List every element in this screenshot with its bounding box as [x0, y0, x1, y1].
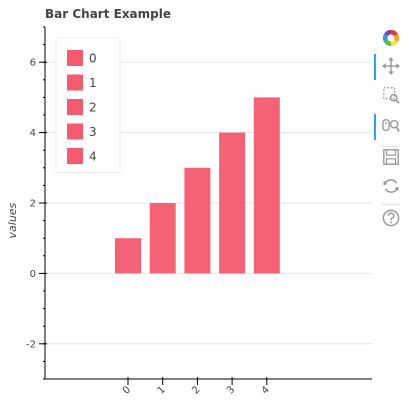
- bar: [115, 238, 141, 274]
- legend-label: 3: [89, 125, 97, 139]
- toolbar-divider: [381, 204, 401, 205]
- box-zoom-icon: [383, 87, 400, 104]
- x-tick-label: 1: [156, 384, 168, 396]
- reset-tool-button[interactable]: [376, 174, 406, 200]
- reset-icon: [383, 179, 399, 193]
- legend-swatch: [67, 123, 83, 140]
- legend-label: 0: [89, 52, 97, 66]
- x-tick-label: 0: [121, 384, 133, 396]
- legend-swatch: [67, 99, 83, 115]
- x-tick-label: 4: [260, 384, 272, 396]
- help-tool-button[interactable]: [376, 206, 406, 232]
- bar: [219, 132, 246, 274]
- pan-tool-button[interactable]: [374, 54, 406, 80]
- legend: 0 1 2 3 4: [55, 37, 121, 173]
- bars: [115, 97, 280, 274]
- bar-chart: 6 4 2 0 -2 values 0 1 2 3 4 0 1 2 3 4: [6, 26, 372, 397]
- toolbar: [372, 26, 409, 266]
- bar: [253, 97, 280, 274]
- bar: [184, 167, 211, 274]
- toolbar-divider: [381, 146, 401, 147]
- y-tick-label: 4: [30, 128, 36, 139]
- y-tick-label: 6: [30, 58, 36, 69]
- y-axis-label: values: [6, 202, 19, 238]
- y-tick-label: 0: [30, 269, 36, 280]
- help-icon: [382, 209, 400, 227]
- save-tool-button[interactable]: [376, 145, 406, 171]
- x-tick-label: 3: [225, 384, 237, 396]
- y-tick-label: 2: [30, 199, 36, 210]
- legend-swatch: [67, 148, 83, 164]
- legend-label: 2: [89, 101, 97, 115]
- legend-label: 4: [89, 150, 97, 164]
- pan-icon: [382, 57, 400, 75]
- y-tick-label: -2: [26, 339, 36, 350]
- chart-title: Bar Chart Example: [45, 7, 171, 21]
- x-tick-label: 2: [190, 384, 202, 396]
- box-zoom-tool-button[interactable]: [376, 83, 406, 109]
- save-icon: [383, 149, 399, 165]
- wheel-zoom-tool-button[interactable]: [374, 114, 406, 140]
- wheel-zoom-icon: [382, 119, 400, 132]
- legend-box: [55, 37, 121, 173]
- legend-swatch: [67, 74, 83, 91]
- legend-swatch: [67, 50, 83, 66]
- bar: [149, 203, 176, 274]
- bokeh-logo-icon: [382, 29, 400, 47]
- bokeh-logo[interactable]: [376, 26, 406, 52]
- legend-label: 1: [89, 76, 97, 90]
